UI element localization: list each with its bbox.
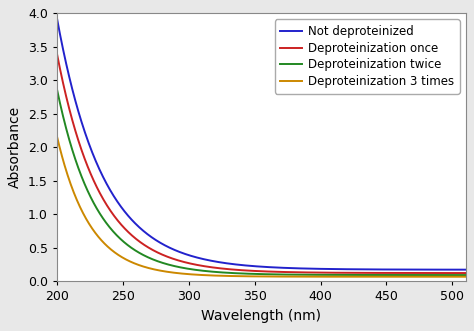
Deproteinization once — [292, 270, 297, 274]
Y-axis label: Absorbance: Absorbance — [9, 106, 22, 188]
Deproteinization once — [54, 52, 60, 56]
Deproteinization once — [79, 149, 85, 153]
Deproteinization 3 times — [292, 275, 297, 279]
Not deproteinized — [54, 16, 60, 20]
Deproteinization twice — [79, 175, 85, 179]
Deproteinization once — [364, 271, 370, 275]
Deproteinization 3 times — [314, 275, 320, 279]
Line: Not deproteinized: Not deproteinized — [57, 18, 465, 270]
Not deproteinized — [364, 267, 370, 271]
Not deproteinized — [292, 266, 297, 270]
Deproteinization once — [406, 271, 411, 275]
Deproteinization twice — [463, 273, 468, 277]
Deproteinization twice — [406, 273, 411, 277]
Line: Deproteinization twice: Deproteinization twice — [57, 89, 465, 275]
Deproteinization 3 times — [406, 275, 411, 279]
Deproteinization twice — [302, 273, 308, 277]
Line: Deproteinization 3 times: Deproteinization 3 times — [57, 136, 465, 277]
Legend: Not deproteinized, Deproteinization once, Deproteinization twice, Deproteinizati: Not deproteinized, Deproteinization once… — [274, 19, 460, 94]
Deproteinization twice — [314, 273, 320, 277]
Deproteinization once — [302, 270, 308, 274]
Deproteinization 3 times — [364, 275, 370, 279]
Deproteinization 3 times — [79, 209, 85, 213]
Deproteinization twice — [54, 87, 60, 91]
Not deproteinized — [406, 267, 411, 271]
Not deproteinized — [463, 268, 468, 272]
Deproteinization twice — [292, 273, 297, 277]
Deproteinization 3 times — [302, 275, 308, 279]
Not deproteinized — [79, 121, 85, 125]
Not deproteinized — [302, 266, 308, 270]
Deproteinization once — [463, 271, 468, 275]
Deproteinization 3 times — [54, 134, 60, 138]
Deproteinization 3 times — [463, 275, 468, 279]
X-axis label: Wavelength (nm): Wavelength (nm) — [201, 309, 321, 323]
Line: Deproteinization once: Deproteinization once — [57, 54, 465, 273]
Not deproteinized — [314, 267, 320, 271]
Deproteinization once — [314, 270, 320, 274]
Deproteinization twice — [364, 273, 370, 277]
